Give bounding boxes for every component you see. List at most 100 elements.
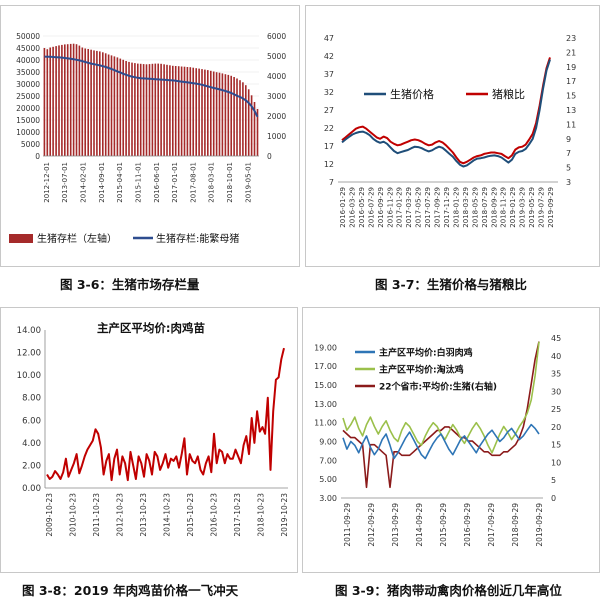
bar-17 xyxy=(93,50,95,156)
legend-label-bar: 生猪存栏（左轴） xyxy=(37,232,117,245)
bar-22 xyxy=(107,54,110,156)
x-tick-3-4: 2013-10-23 xyxy=(139,493,148,537)
bar-50 xyxy=(189,67,192,156)
x-tick-3-2: 2011-10-23 xyxy=(92,493,101,537)
bar-30 xyxy=(131,62,133,156)
x-tick-4-3: 2014-09-29 xyxy=(415,503,424,547)
yright-tick-1-2: 2000 xyxy=(267,112,286,121)
y-tick-3-6: 12.00 xyxy=(17,349,41,359)
x-tick-3-7: 2016-10-23 xyxy=(210,493,219,537)
bar-31 xyxy=(134,63,136,156)
yleft-tick-1-0: 0 xyxy=(35,152,40,161)
bar-68 xyxy=(242,82,244,156)
bar-44 xyxy=(172,65,174,156)
yleft-tick-1-2: 10000 xyxy=(16,128,40,137)
x-tick-2-3: 2016-07-29 xyxy=(367,187,375,228)
yleft-tick-1-10: 50000 xyxy=(16,32,40,41)
bar-56 xyxy=(207,70,209,156)
x-tick-1-11: 2019-05-01 xyxy=(244,162,252,203)
legend-label-line: 生猪存栏:能繁母猪 xyxy=(156,232,239,245)
bar-49 xyxy=(186,67,189,156)
bar-45 xyxy=(174,66,177,156)
yleft-tick-4-8: 19.00 xyxy=(314,343,337,352)
x-tick-2-21: 2019-07-29 xyxy=(538,187,546,228)
y-tick-3-7: 14.00 xyxy=(17,326,41,336)
x-tick-2-8: 2017-05-29 xyxy=(415,187,423,228)
chart-title-3: 主产区平均价:肉鸡苗 xyxy=(97,321,206,335)
x-tick-2-5: 2016-11-29 xyxy=(386,187,394,228)
yright-tick-2-5: 13 xyxy=(566,106,576,115)
yright-tick-4-8: 40 xyxy=(551,352,561,361)
legend-label-ratio: 猪粮比 xyxy=(492,87,525,101)
yright-tick-2-8: 19 xyxy=(566,63,576,72)
bar-66 xyxy=(236,78,238,156)
bar-72 xyxy=(253,102,256,156)
x-tick-3-6: 2015-10-23 xyxy=(186,493,195,537)
x-tick-1-1: 2013-07-01 xyxy=(61,162,69,203)
y-tick-3-0: 0.00 xyxy=(22,484,41,494)
yright-tick-2-6: 15 xyxy=(566,92,576,101)
bar-35 xyxy=(145,64,148,156)
legend-label-b: 主产区平均价:淘汰鸡 xyxy=(379,364,464,376)
x-tick-2-20: 2019-05-29 xyxy=(528,187,536,228)
x-tick-2-18: 2019-01-29 xyxy=(509,187,517,228)
line-hog-22-provinces xyxy=(342,341,540,489)
bar-7 xyxy=(64,44,66,156)
bar-65 xyxy=(233,77,235,156)
yright-tick-4-9: 45 xyxy=(551,334,561,343)
bar-3 xyxy=(52,46,54,156)
bar-47 xyxy=(180,66,183,156)
yright-tick-4-4: 20 xyxy=(551,423,561,432)
x-tick-2-19: 2019-03-29 xyxy=(519,187,527,228)
bar-19 xyxy=(99,51,101,156)
yright-tick-1-4: 4000 xyxy=(267,72,286,81)
yleft-tick-2-4: 27 xyxy=(324,106,334,115)
line-chick-price xyxy=(46,347,285,482)
bar-9 xyxy=(69,43,72,156)
bar-23 xyxy=(110,55,113,156)
x-tick-2-9: 2017-07-29 xyxy=(424,187,432,228)
yright-tick-1-6: 6000 xyxy=(267,32,286,41)
caption-figure-3-7: 图 3-7：生猪价格与猪粮比 xyxy=(375,277,527,292)
chart-chick-price: 主产区平均价:肉鸡苗 0.00 2.00 4.00 6.00 8.00 10.00 12.00… xyxy=(17,321,289,537)
yleft-tick-1-1: 5000 xyxy=(21,140,40,149)
x-tick-2-15: 2018-07-29 xyxy=(481,187,489,228)
x-tick-2-7: 2017-03-29 xyxy=(405,187,413,228)
bar-38 xyxy=(154,63,157,156)
bar-64 xyxy=(230,75,233,156)
bar-5 xyxy=(58,45,60,156)
x-tick-2-2: 2016-05-29 xyxy=(358,187,366,228)
yleft-tick-1-6: 30000 xyxy=(16,80,40,89)
bar-53 xyxy=(198,68,200,156)
yleft-tick-4-0: 3.00 xyxy=(319,494,337,503)
x-tick-1-6: 2016-06-01 xyxy=(153,162,161,203)
bar-14 xyxy=(84,48,87,156)
yleft-tick-2-0: 7 xyxy=(329,178,334,187)
yleft-tick-1-5: 25000 xyxy=(16,92,40,101)
yright-tick-2-4: 11 xyxy=(566,120,576,129)
caption-figure-3-9: 图 3-9：猪肉带动禽肉价格创近几年高位 xyxy=(335,583,562,598)
x-tick-1-10: 2018-10-01 xyxy=(226,162,234,203)
x-tick-3-3: 2012-10-23 xyxy=(116,493,125,537)
bar-60 xyxy=(218,72,221,156)
bar-26 xyxy=(119,58,122,156)
bar-24 xyxy=(113,56,116,156)
bar-48 xyxy=(183,66,186,156)
bar-61 xyxy=(221,73,224,156)
chart-hog-inventory: 0500010000150002000025000300003500040000… xyxy=(9,32,286,245)
bar-42 xyxy=(166,64,168,156)
yleft-tick-4-3: 9.00 xyxy=(319,438,337,447)
bar-37 xyxy=(151,63,154,156)
yleft-tick-2-1: 12 xyxy=(324,160,334,169)
x-tick-4-7: 2018-09-29 xyxy=(511,503,520,547)
bar-6 xyxy=(61,44,63,156)
x-tick-2-4: 2016-09-29 xyxy=(377,187,385,228)
bar-39 xyxy=(157,63,160,156)
bar-40 xyxy=(160,63,162,156)
yright-tick-1-3: 3000 xyxy=(267,92,286,101)
yleft-tick-4-4: 11.00 xyxy=(314,419,337,428)
yleft-tick-4-2: 7.00 xyxy=(319,456,337,465)
legend-label-c: 22个省市:平均价:生猪(右轴) xyxy=(379,381,497,393)
yleft-tick-1-3: 15000 xyxy=(16,116,40,125)
x-tick-4-1: 2012-09-29 xyxy=(367,503,376,547)
